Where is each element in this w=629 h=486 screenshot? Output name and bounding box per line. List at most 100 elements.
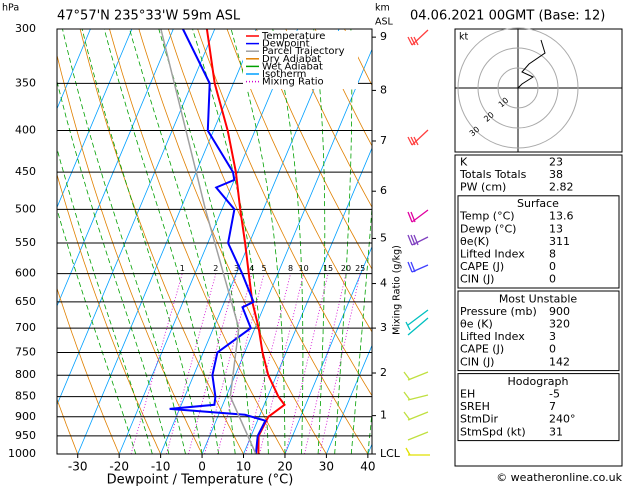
legend-label: Mixing Ratio [262,77,324,88]
y2-tick-label: 9 [380,30,387,43]
wet-adiabat [313,29,326,454]
chart-title: 47°57'N 235°33'W 59m ASL [57,9,241,24]
table-label: Dewp (°C) [460,222,516,235]
x-axis-label: Dewpoint / Temperature (°C) [107,473,294,486]
mixing-ratio-line [285,273,329,454]
chart-date: 04.06.2021 00GMT (Base: 12) [410,9,605,24]
table-value: 320 [549,318,570,331]
barb [407,29,429,46]
y2-tick-label: 3 [380,321,387,334]
y-unit: hPa [2,3,19,14]
table-label: θe (K) [460,318,493,331]
table-value: 8 [549,248,556,261]
hodograph-ring [477,47,559,129]
y-tick-label: 600 [15,267,36,280]
y-tick-label: 700 [15,321,36,334]
y-tick-label: 500 [15,202,36,215]
legend-box [243,31,358,89]
table-label: CAPE (J) [460,260,504,273]
mixing-ratio-line [319,273,361,454]
isotherm [57,29,174,308]
mixing-axis-label: Mixing Ratio (g/kg) [392,245,403,335]
wet-adiabat [103,29,219,454]
x-tick-label: 20 [277,460,292,474]
dry-adiabat [57,53,203,454]
mixing-ratio-label: 3 [234,264,239,273]
barb [405,309,429,336]
table-value: 240° [549,413,576,426]
hodograph-unit: kt [459,32,469,43]
table-label: CIN (J) [460,355,494,368]
mixing-ratio-label: 5 [261,264,266,273]
table-label: Totals Totals [459,168,527,181]
x-tick-label: -10 [151,460,171,474]
barb [407,261,429,273]
mixing-ratio-line [204,273,253,454]
y2-tick-label: 4 [380,277,387,290]
dry-adiabat [57,398,79,454]
mixing-ratio-line [130,273,183,454]
barb [405,447,430,456]
table-value: 7 [549,400,556,413]
dry-adiabat [285,29,372,208]
legend-label: Temperature [261,31,325,42]
dry-adiabat [256,29,372,270]
dry-adiabat [57,173,161,454]
chart-layer: 1 2 3 4 5 8 10 15 20 2530035040045050055060065070… [8,22,401,474]
table-value: 3 [549,330,556,343]
y2-tick-label: 2 [380,366,387,379]
x-tick-label: -30 [68,460,88,474]
isotherm [243,147,372,454]
table-label: Pressure (mb) [460,305,537,318]
table-value: 13 [549,222,563,235]
table-label: StmDir [460,413,499,426]
hodograph-ring [497,67,539,109]
footer: © weatheronline.co.uk [496,471,622,484]
table-section-title: Surface [517,197,559,210]
table-label: EH [460,388,475,401]
y2-unit: km [375,3,390,14]
table-label: Lifted Index [460,248,525,261]
wet-adiabat [272,29,304,454]
mixing-ratio-line [245,273,291,454]
table-value: 0 [549,273,556,286]
y-tick-label: 300 [15,22,36,35]
profile-line [205,28,286,455]
wet-adiabat [334,29,353,454]
legend-label: Wet Adiabat [262,61,323,72]
table-value: 23 [549,155,563,168]
wet-adiabat [158,29,253,454]
table-value: 2.82 [549,181,574,194]
table-label: CIN (J) [460,273,494,286]
wind-barbs [403,29,430,456]
y-tick-label: 450 [15,165,36,178]
legend-label: Parcel Trajectory [262,46,345,57]
y2-tick-label: 8 [380,83,387,96]
mixing-ratio-line [304,273,347,454]
isotherm [284,245,372,454]
table-value: 0 [549,343,556,356]
profile-line [169,28,267,455]
isotherm [57,29,91,110]
y-tick-label: 1000 [8,447,36,460]
y-tick-label: 350 [15,76,36,89]
plot-frame [56,28,373,455]
legend-label: Dry Adiabat [262,54,321,65]
mixing-ratio-label: 1 [180,264,185,273]
isotherm [160,29,340,454]
mixing-ratio-line [166,273,217,454]
isotherm [77,29,257,454]
dry-adiabat [109,29,286,454]
isotherm [57,29,216,406]
table-section-title: Hodograph [508,375,569,388]
table-value: 0 [549,260,556,273]
legend-label: Dewpoint [262,39,310,50]
isotherm [326,344,372,454]
mixing-ratio-label: 10 [299,264,309,273]
y-tick-label: 900 [15,410,36,423]
wet-adiabat [57,147,153,454]
isotherm [0,29,8,454]
mixing-ratio-label: 15 [323,264,333,273]
